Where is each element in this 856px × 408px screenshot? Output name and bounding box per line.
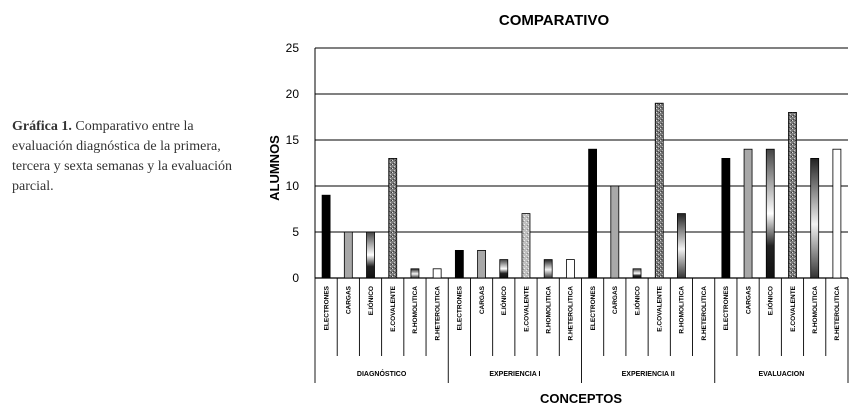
bar-diagnóstico-3: [366, 231, 375, 279]
y-tick-label: 5: [292, 225, 299, 239]
y-tick-labels: 0 5 10 15 20 25: [286, 41, 300, 285]
bar-evaluacion-2: [743, 148, 753, 279]
bar-diagnóstico-5: [410, 268, 420, 279]
category-label: E.COVALENTE: [657, 285, 664, 331]
bar-diagnóstico-6: [432, 268, 442, 279]
y-tick-label: 10: [286, 179, 300, 193]
bar-evaluacion-5: [810, 157, 820, 279]
bar-experiencia-i-5: [543, 259, 553, 279]
category-label: R.HETEROLITICA: [434, 286, 441, 341]
category-label: ELECTRONES: [457, 285, 464, 330]
category-label: CARGAS: [612, 285, 619, 314]
category-label: R.HOMOLITICA: [812, 286, 819, 334]
y-tick-label: 25: [286, 41, 300, 55]
bar-experiencia-ii-5: [677, 213, 686, 279]
group-label: EXPERIENCIA I: [489, 371, 540, 378]
figure-caption: Gráfica 1. Comparativo entre la evaluaci…: [12, 117, 252, 197]
category-label: E.COVALENTE: [390, 285, 397, 331]
category-label: R.HOMOLITICA: [679, 286, 686, 334]
bar-diagnóstico-4: [388, 157, 398, 279]
category-label: R.HOMOLITICA: [412, 286, 419, 334]
category-label: E.IÓNICO: [632, 286, 641, 315]
bar-experiencia-i-3: [499, 259, 509, 279]
bar-diagnóstico-2: [343, 231, 353, 279]
bar-experiencia-i-6: [565, 259, 575, 279]
category-table: ELECTRONES CARGAS E.IÓNICO E.COVALENTE R.HOM…: [314, 278, 849, 383]
y-tick-label: 15: [286, 133, 300, 147]
bar-diagnóstico-1: [321, 194, 331, 279]
bar-experiencia-ii-3: [632, 268, 642, 279]
category-label: CARGAS: [745, 285, 752, 314]
x-axis-title: CONCEPTOS: [540, 391, 622, 406]
bar-evaluacion-6: [832, 148, 842, 279]
bar-evaluacion-3: [765, 148, 775, 279]
bar-experiencia-ii-2: [610, 185, 620, 279]
category-label: ELECTRONES: [323, 285, 330, 330]
bar-evaluacion-4: [788, 112, 797, 279]
category-label: E.COVALENTE: [523, 285, 530, 331]
chart-title: COMPARATIVO: [499, 12, 610, 29]
category-label: R.HETEROLITICA: [568, 286, 575, 341]
category-label: R.HETEROLITICA: [834, 286, 841, 341]
bar-experiencia-i-1: [454, 249, 464, 279]
category-label: R.HOMOLITICA: [545, 286, 552, 334]
bar-evaluacion-1: [721, 157, 731, 279]
category-label: E.IÓNICO: [366, 286, 375, 315]
category-label: E.IÓNICO: [766, 286, 775, 315]
category-label: ELECTRONES: [590, 285, 597, 330]
bar-experiencia-ii-1: [588, 148, 598, 279]
category-label: CARGAS: [346, 285, 353, 314]
y-tick-label: 0: [292, 271, 299, 285]
category-label: R.HETEROLITICA: [701, 286, 708, 341]
caption-text: Comparativo entre la evaluación diagnóst…: [12, 119, 233, 194]
group-label: EXPERIENCIA II: [622, 371, 675, 378]
bar-experiencia-i-4: [521, 213, 531, 279]
category-label: CARGAS: [479, 285, 486, 314]
bars: [321, 102, 842, 279]
group-label: DIAGNÓSTICO: [357, 369, 407, 378]
y-tick-label: 20: [286, 87, 300, 101]
y-axis-title: ALUMNOS: [267, 135, 282, 201]
caption-label: Gráfica 1.: [12, 119, 72, 134]
category-label: E.COVALENTE: [790, 285, 797, 331]
category-label: E.IÓNICO: [499, 286, 508, 315]
bar-experiencia-ii-4: [654, 102, 664, 279]
group-label: EVALUACION: [758, 371, 804, 378]
category-label: ELECTRONES: [723, 285, 730, 330]
bar-experiencia-i-2: [477, 249, 486, 279]
